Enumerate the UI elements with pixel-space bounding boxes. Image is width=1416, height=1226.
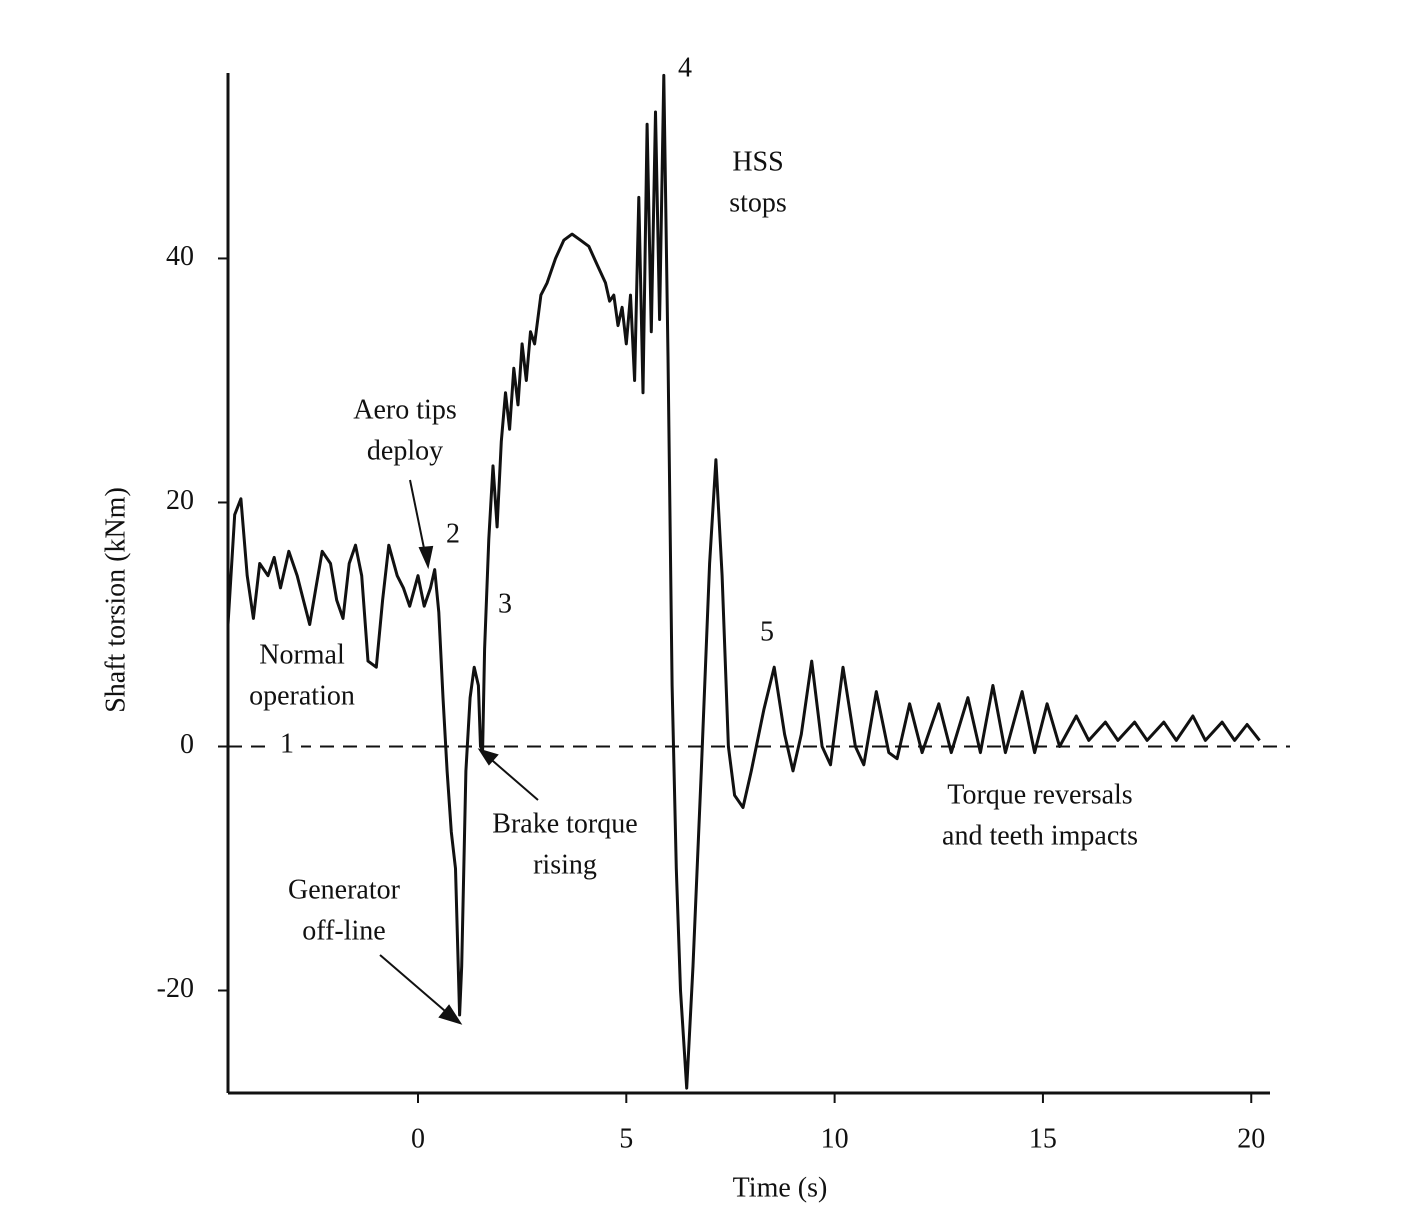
x-tick-label: 10 xyxy=(821,1123,849,1154)
annotation: Normal xyxy=(259,639,345,670)
arrow xyxy=(409,479,427,559)
annotation: rising xyxy=(533,849,597,880)
annotation: operation xyxy=(249,680,355,711)
annotation: 3 xyxy=(498,588,512,619)
x-tick-label: 5 xyxy=(619,1123,633,1154)
x-tick-label: 20 xyxy=(1237,1123,1265,1154)
annotation: off-line xyxy=(302,915,385,946)
y-tick-label: 0 xyxy=(180,729,194,760)
y-axis-title: Shaft torsion (kNm) xyxy=(100,487,131,713)
x-tick-label: 15 xyxy=(1029,1123,1057,1154)
annotation: 1 xyxy=(280,728,294,759)
annotation: HSS xyxy=(732,146,783,177)
arrow xyxy=(485,754,539,801)
annotation: and teeth impacts xyxy=(942,820,1138,851)
arrow-head xyxy=(438,1004,463,1025)
annotation: stops xyxy=(729,187,787,218)
annotation: 4 xyxy=(678,52,692,83)
y-tick-label: -20 xyxy=(157,973,194,1004)
y-tick-label: 20 xyxy=(166,485,194,516)
annotation: Aero tips xyxy=(353,394,456,425)
annotation: Generator xyxy=(288,874,401,905)
arrows xyxy=(379,479,539,1025)
arrow-head xyxy=(418,545,434,570)
arrow xyxy=(379,954,453,1018)
y-tick-label: 40 xyxy=(166,241,194,272)
x-tick-label: 0 xyxy=(411,1123,425,1154)
x-axis-title: Time (s) xyxy=(733,1172,828,1203)
annotation: 2 xyxy=(446,518,460,549)
data-line xyxy=(226,73,1261,1090)
label-bg xyxy=(273,732,301,760)
annotation: deploy xyxy=(367,435,443,466)
arrow-head xyxy=(477,748,499,766)
annotation: 5 xyxy=(760,616,774,647)
annotation: Torque reversals xyxy=(947,779,1132,810)
annotation: Brake torque xyxy=(492,808,637,839)
